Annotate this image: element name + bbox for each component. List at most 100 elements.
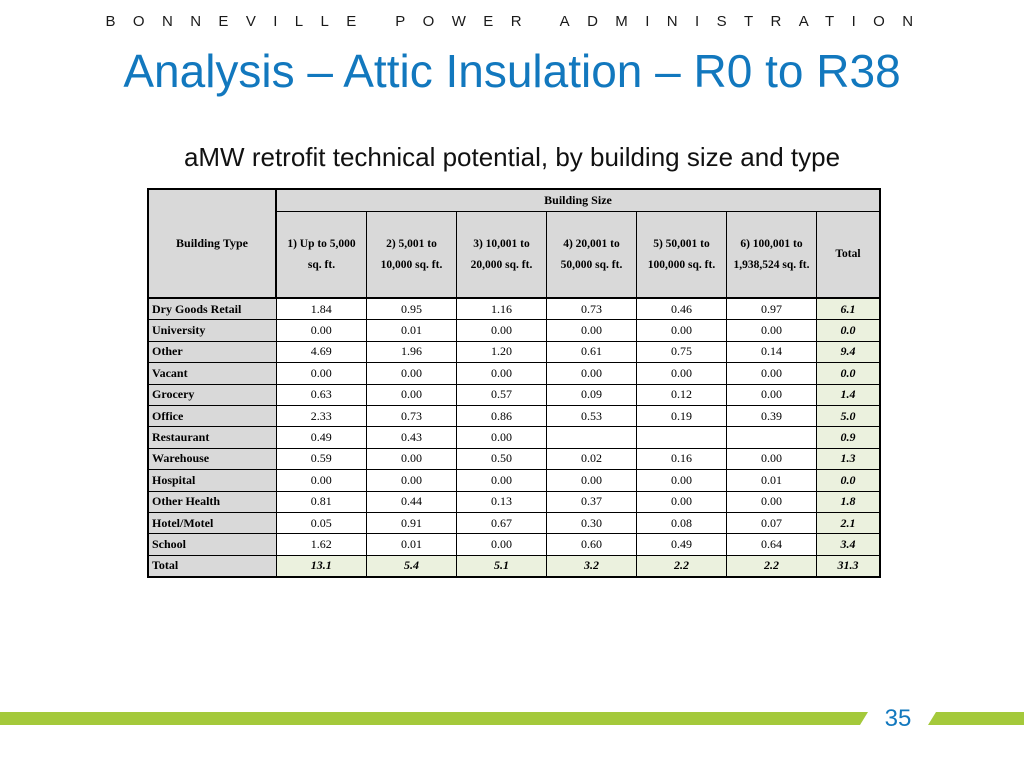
table-row: Restaurant 0.49 0.43 0.00 0.9 (147, 426, 881, 449)
table-cell: 0.50 (456, 447, 547, 471)
table-cell: 0.00 (726, 362, 817, 385)
row-total-cell: 0.0 (816, 319, 881, 342)
table-cell: 0.73 (546, 297, 637, 321)
total-row: Total 13.1 5.4 5.1 3.2 2.2 2.2 31.3 (147, 554, 881, 579)
slide-title: Analysis – Attic Insulation – R0 to R38 (123, 45, 901, 97)
row-label: Grocery (147, 383, 277, 406)
row-label: Dry Goods Retail (147, 297, 277, 321)
table-cell: 0.00 (275, 362, 367, 385)
table-cell: 3.2 (546, 554, 637, 579)
table-cell: 0.00 (366, 469, 457, 492)
row-label: Other Health (147, 490, 277, 513)
table-cell: 0.64 (726, 533, 817, 556)
table-cell: 0.61 (546, 340, 637, 364)
row-label: University (147, 319, 277, 342)
table-cell: 0.00 (636, 362, 727, 385)
table-cell: 0.00 (726, 447, 817, 471)
table-cell: 0.37 (546, 490, 637, 513)
row-label: Total (147, 554, 277, 579)
table-cell: 4.69 (275, 340, 367, 364)
table-cell: 0.00 (456, 319, 547, 342)
row-total-cell: 1.8 (816, 490, 881, 513)
table-cell: 0.01 (366, 533, 457, 556)
table-cell: 0.86 (456, 404, 547, 428)
table-cell: 0.00 (456, 362, 547, 385)
table-cell: 0.60 (546, 533, 637, 556)
column-header: 6) 100,001 to 1,938,524 sq. ft. (726, 211, 817, 300)
column-header: 3) 10,001 to 20,000 sq. ft. (456, 211, 547, 300)
table-cell: 1.84 (275, 297, 367, 321)
table-cell: 0.13 (456, 490, 547, 513)
table-row: Vacant 0.00 0.00 0.00 0.00 0.00 0.00 0.0 (147, 362, 881, 385)
table-cell: 0.00 (636, 490, 727, 513)
row-label: Restaurant (147, 426, 277, 449)
table-cell: 0.19 (636, 404, 727, 428)
potential-table: Building Type Building Size 1) Up to 5,0… (147, 188, 881, 579)
row-total-cell: 3.4 (816, 533, 881, 556)
table-cell (636, 426, 727, 449)
table-cell (726, 426, 817, 449)
table-cell: 0.39 (726, 404, 817, 428)
row-label: Other (147, 340, 277, 364)
slide-subtitle: aMW retrofit technical potential, by bui… (183, 142, 841, 172)
table-cell: 0.75 (636, 340, 727, 364)
row-total-cell: 2.1 (816, 511, 881, 535)
table-cell: 0.07 (726, 511, 817, 535)
potential-table-container: Building Type Building Size 1) Up to 5,0… (147, 188, 881, 579)
table-cell: 0.81 (275, 490, 367, 513)
table-row: Other 4.69 1.96 1.20 0.61 0.75 0.14 9.4 (147, 340, 881, 364)
row-total-cell: 0.0 (816, 469, 881, 492)
column-header: 1) Up to 5,000 sq. ft. (275, 211, 367, 300)
row-label: Office (147, 404, 277, 428)
building-type-header: Building Type (147, 188, 277, 299)
building-size-header: Building Size (275, 188, 881, 213)
table-cell: 0.08 (636, 511, 727, 535)
table-cell (546, 426, 637, 449)
row-total-cell: 0.0 (816, 362, 881, 385)
column-header-total: Total (816, 211, 881, 300)
table-row: Hotel/Motel 0.05 0.91 0.67 0.30 0.08 0.07 2.1 (147, 511, 881, 535)
row-total-cell: 6.1 (816, 297, 881, 321)
table-cell: 0.00 (456, 533, 547, 556)
table-cell: 1.96 (366, 340, 457, 364)
table-cell: 0.00 (546, 469, 637, 492)
row-label: Hotel/Motel (147, 511, 277, 535)
table-row: School 1.62 0.01 0.00 0.60 0.49 0.64 3.4 (147, 533, 881, 556)
table-row: Hospital 0.00 0.00 0.00 0.00 0.00 0.01 0.0 (147, 469, 881, 492)
table-row: University 0.00 0.01 0.00 0.00 0.00 0.00 0.0 (147, 319, 881, 342)
table-cell: 0.02 (546, 447, 637, 471)
table-cell: 0.01 (726, 469, 817, 492)
table-cell: 0.00 (546, 319, 637, 342)
row-total-cell: 9.4 (816, 340, 881, 364)
table-cell: 0.57 (456, 383, 547, 406)
table-cell: 0.44 (366, 490, 457, 513)
row-total-cell: 0.9 (816, 426, 881, 449)
table-cell: 13.1 (275, 554, 367, 579)
table-cell: 2.2 (636, 554, 727, 579)
table-row: Grocery 0.63 0.00 0.57 0.09 0.12 0.00 1.4 (147, 383, 881, 406)
table-cell: 1.16 (456, 297, 547, 321)
table-cell: 0.00 (636, 469, 727, 492)
row-total-cell: 5.0 (816, 404, 881, 428)
table-cell: 2.2 (726, 554, 817, 579)
table-cell: 1.20 (456, 340, 547, 364)
table-cell: 0.00 (636, 319, 727, 342)
table-cell: 0.30 (546, 511, 637, 535)
row-label: Vacant (147, 362, 277, 385)
table-cell: 1.62 (275, 533, 367, 556)
row-label: Warehouse (147, 447, 277, 471)
table-cell: 0.00 (275, 319, 367, 342)
table-cell: 0.14 (726, 340, 817, 364)
footer-accent-bar-left (0, 712, 868, 725)
row-label: School (147, 533, 277, 556)
table-row: Dry Goods Retail 1.84 0.95 1.16 0.73 0.46 0.97… (147, 297, 881, 321)
table-cell: 0.73 (366, 404, 457, 428)
table-cell: 0.16 (636, 447, 727, 471)
table-cell: 0.53 (546, 404, 637, 428)
table-cell: 0.09 (546, 383, 637, 406)
table-cell: 0.00 (456, 469, 547, 492)
table-cell: 0.00 (726, 383, 817, 406)
table-cell: 0.46 (636, 297, 727, 321)
table-cell: 0.00 (275, 469, 367, 492)
table-cell: 0.00 (366, 383, 457, 406)
